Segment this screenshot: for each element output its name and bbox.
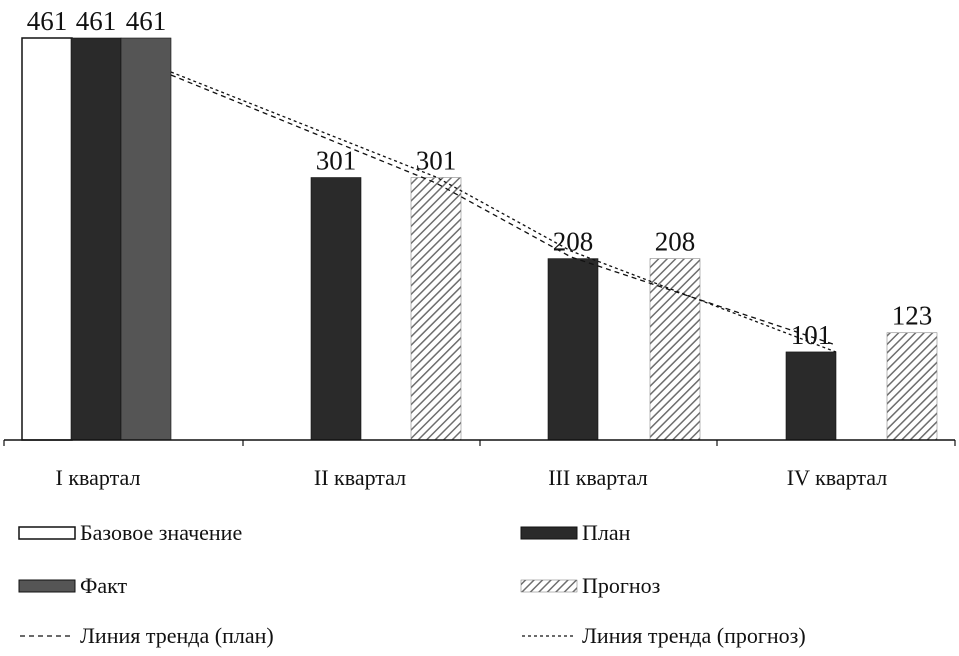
data-label: 208 — [553, 227, 594, 257]
legend-label-fact: Факт — [80, 573, 128, 598]
category-label: III квартал — [548, 465, 648, 490]
data-label: 208 — [655, 227, 696, 257]
bar-white-1 — [21, 37, 73, 441]
legend-swatch-fact — [18, 579, 76, 593]
bar-hatched-3 — [649, 258, 701, 441]
legend-label-plan: План — [582, 520, 631, 545]
legend-swatch-trend-forecast — [522, 635, 576, 637]
legend-swatch-base — [18, 526, 76, 540]
data-label: 461 — [126, 6, 167, 36]
category-label: II квартал — [314, 465, 406, 490]
legend-swatch-forecast — [520, 579, 578, 593]
category-label: IV квартал — [787, 465, 887, 490]
legend-swatch-trend-plan — [20, 635, 74, 637]
legend-item-trend-forecast: Линия тренда (прогноз) — [520, 623, 806, 649]
data-label: 461 — [27, 6, 68, 36]
trend-line-forecast — [170, 71, 837, 353]
legend-label-forecast: Прогноз — [582, 573, 661, 598]
data-label: 301 — [416, 146, 457, 176]
legend-item-trend-plan: Линия тренда (план) — [18, 623, 274, 649]
bar-gray-1 — [120, 37, 172, 441]
data-label: 301 — [316, 146, 357, 176]
bar-dark-1 — [70, 37, 122, 441]
legend-label-base: Базовое значение — [80, 520, 243, 545]
legend-item-base: Базовое значение — [18, 520, 242, 546]
data-label: 101 — [791, 320, 832, 350]
category-label: I квартал — [56, 465, 141, 490]
bar-dark-3 — [547, 258, 599, 441]
bar-hatched-2 — [410, 177, 462, 441]
legend-label-trend-forecast: Линия тренда (прогноз) — [582, 623, 806, 648]
trend-line-plan — [170, 74, 837, 346]
bar-hatched-4 — [886, 332, 938, 441]
data-label: 123 — [892, 301, 933, 331]
bar-dark-2 — [310, 177, 362, 441]
legend-item-forecast: Прогноз — [520, 573, 660, 599]
bar-dark-4 — [785, 351, 837, 441]
legend-item-plan: План — [520, 520, 630, 546]
legend-swatch-plan — [520, 526, 578, 540]
legend-label-trend-plan: Линия тренда (план) — [80, 623, 274, 648]
legend-item-fact: Факт — [18, 573, 127, 599]
bar-chart: 461 461 461 301 301 208 208 101 123 I квартал II … — [3, 6, 956, 490]
data-label: 461 — [76, 6, 117, 36]
